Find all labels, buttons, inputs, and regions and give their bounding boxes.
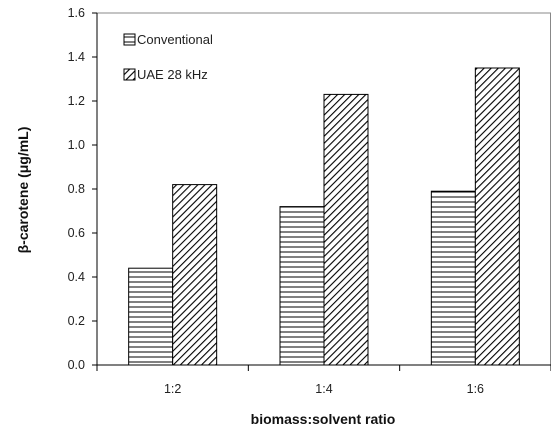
bar-uae-28-khz-1-4 bbox=[323, 93, 369, 366]
y-tick-label: 1.2 bbox=[68, 94, 85, 108]
x-tick-label: 1:4 bbox=[315, 382, 332, 396]
y-tick-label: 0.6 bbox=[68, 226, 85, 240]
x-tick-label: 1:6 bbox=[467, 382, 484, 396]
y-tick-label: 1.4 bbox=[68, 50, 85, 64]
y-tick-label: 0.2 bbox=[68, 314, 85, 328]
legend: Conventional UAE 28 kHz bbox=[123, 32, 213, 82]
y-tick-label: 0.0 bbox=[68, 358, 85, 372]
y-tick-label: 0.8 bbox=[68, 182, 85, 196]
legend-swatch bbox=[123, 68, 136, 81]
x-axis-label: biomass:solvent ratio bbox=[251, 411, 396, 427]
bar-conventional-1-2 bbox=[128, 267, 174, 366]
x-axis: 1:2 1:4 1:6 bbox=[96, 364, 551, 396]
bar-conventional-1-6 bbox=[430, 190, 476, 366]
bar-conventional-1-4 bbox=[279, 206, 325, 366]
y-tick-label: 1.0 bbox=[68, 138, 85, 152]
bars bbox=[128, 67, 520, 366]
bar-uae-28-khz-1-2 bbox=[172, 184, 218, 366]
y-tick-label: 1.6 bbox=[68, 6, 85, 20]
x-tick-label: 1:2 bbox=[164, 382, 181, 396]
legend-label: UAE 28 kHz bbox=[137, 67, 208, 82]
bar-uae-28-khz-1-6 bbox=[474, 67, 520, 366]
legend-label: Conventional bbox=[137, 32, 213, 47]
y-axis-label: β-carotene (μg/mL) bbox=[15, 127, 31, 254]
y-axis: 0.0 0.2 0.4 0.6 0.8 1.0 1.2 1.4 1.6 bbox=[68, 6, 98, 372]
y-tick-label: 0.4 bbox=[68, 270, 85, 284]
legend-swatch bbox=[123, 33, 136, 46]
